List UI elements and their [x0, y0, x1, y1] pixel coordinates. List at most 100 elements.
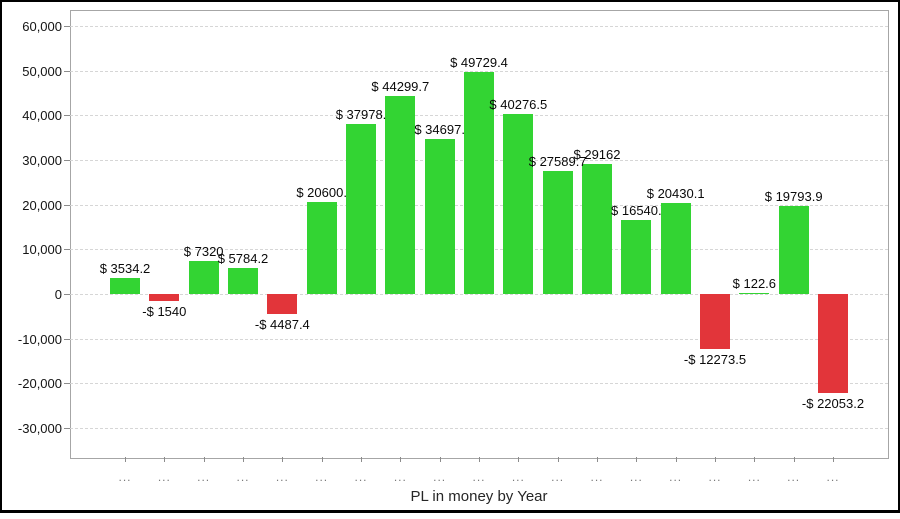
x-axis-tick-label: ...: [708, 470, 722, 484]
gridline: [70, 25, 888, 27]
x-axis-tick: [282, 457, 284, 462]
bar-value-label: $ 20600.: [296, 184, 347, 200]
bar-value-label: $ 3534.2: [99, 261, 151, 277]
bar-value-label: -$ 12273.5: [683, 351, 747, 367]
x-axis-tick: [164, 457, 166, 462]
bar-value-label: $ 5784.2: [217, 251, 269, 267]
bar-value-label: $ 7320: [183, 244, 224, 260]
x-axis-tick-label: ...: [236, 470, 250, 484]
gridline: [70, 338, 888, 340]
x-axis-tick: [675, 457, 677, 462]
bar: [346, 124, 376, 294]
bar: [267, 294, 298, 315]
bar-value-label: $ 27589.7: [528, 153, 587, 169]
y-axis-tick-label: 50,000: [22, 63, 62, 79]
bar-value-label: $ 49729.4: [450, 54, 508, 70]
y-axis-tick: [64, 204, 70, 206]
bar: [503, 113, 534, 294]
y-axis-tick-label: -20,000: [17, 376, 62, 392]
x-axis-tick: [243, 457, 244, 462]
x-axis-tick-label: ...: [747, 470, 761, 484]
x-axis-tick: [597, 457, 598, 462]
x-axis-tick: [400, 457, 402, 462]
gridline: [70, 428, 888, 430]
bar: [542, 170, 573, 294]
x-axis-tick: [321, 457, 323, 462]
y-axis-tick: [64, 25, 70, 27]
x-axis-tick: [479, 457, 480, 462]
x-axis-tick-label: ...: [669, 470, 683, 484]
y-axis-tick: [64, 338, 70, 340]
y-axis-tick: [64, 428, 70, 430]
x-axis-tick: [125, 457, 126, 462]
x-axis-tick: [833, 457, 834, 462]
bar-value-label: $ 40276.5: [489, 96, 548, 112]
bar: [582, 163, 612, 294]
x-axis-tick-label: ...: [787, 470, 801, 484]
x-axis-tick-label: ...: [826, 470, 840, 484]
x-axis-tick: [715, 457, 716, 462]
x-axis-tick: [557, 457, 559, 462]
bar-value-label: $ 20430.1: [646, 185, 705, 201]
bar: [188, 261, 219, 294]
x-axis-tick: [754, 457, 756, 462]
gridline: [70, 294, 888, 295]
gridline: [70, 70, 888, 72]
x-axis-tick: [439, 457, 441, 462]
bar: [818, 294, 848, 393]
y-axis-tick-label: -30,000: [17, 421, 62, 437]
y-axis-tick-label: 20,000: [22, 197, 62, 213]
x-axis-tick-label: ...: [275, 470, 289, 484]
y-axis-tick-label: 40,000: [22, 108, 62, 124]
y-axis-tick: [64, 70, 70, 72]
bar-value-label: $ 44299.7: [371, 78, 430, 94]
y-axis-tick: [64, 159, 70, 161]
x-axis-tick-label: ...: [472, 470, 486, 484]
bar-value-label: -$ 4487.4: [254, 317, 310, 333]
bar: [306, 201, 337, 294]
bar: [739, 292, 770, 294]
x-axis-tick: [636, 457, 638, 462]
bar-value-label: $ 34697.: [414, 121, 465, 137]
bar: [228, 268, 258, 294]
bar: [778, 205, 809, 294]
y-axis-tick: [64, 249, 70, 251]
x-axis-tick-label: ...: [354, 470, 368, 484]
bar: [621, 220, 652, 294]
x-axis-tick-label: ...: [118, 470, 132, 484]
bar: [464, 71, 494, 294]
x-axis-tick-label: ...: [157, 470, 171, 484]
bar-value-label: $ 37978.: [335, 107, 387, 123]
x-axis-tick-label: ...: [511, 470, 525, 484]
x-axis-title: PL in money by Year: [410, 488, 548, 505]
y-axis-tick-label: 10,000: [22, 242, 62, 258]
x-axis-tick-label: ...: [551, 470, 565, 484]
bar: [424, 138, 455, 294]
x-axis-tick-label: ...: [629, 470, 643, 484]
bar: [110, 278, 140, 294]
bar-value-label: $ 29162: [573, 146, 621, 162]
bar: [700, 294, 730, 349]
y-axis-tick: [64, 115, 70, 117]
bar: [660, 202, 691, 294]
y-axis-tick-label: 60,000: [22, 18, 62, 34]
x-axis-tick-label: ...: [590, 470, 604, 484]
bar-value-label: $ 19793.9: [764, 188, 823, 204]
x-axis-tick-label: ...: [393, 470, 407, 484]
y-axis-tick-label: 0: [54, 287, 62, 302]
y-axis-tick-label: -10,000: [17, 331, 62, 347]
x-axis-tick: [793, 457, 795, 462]
x-axis-tick-label: ...: [315, 470, 329, 484]
bar-value-label: $ 16540.: [611, 203, 662, 219]
x-axis-tick-label: ...: [197, 470, 211, 484]
bar: [385, 95, 416, 294]
y-axis-tick: [64, 294, 70, 295]
x-axis-tick: [518, 457, 520, 462]
bar-value-label: -$ 22053.2: [801, 395, 865, 411]
y-axis-tick-label: 30,000: [22, 152, 62, 168]
bar-value-label: $ 122.6: [732, 275, 777, 291]
gridline: [70, 383, 888, 385]
bar: [149, 294, 180, 301]
